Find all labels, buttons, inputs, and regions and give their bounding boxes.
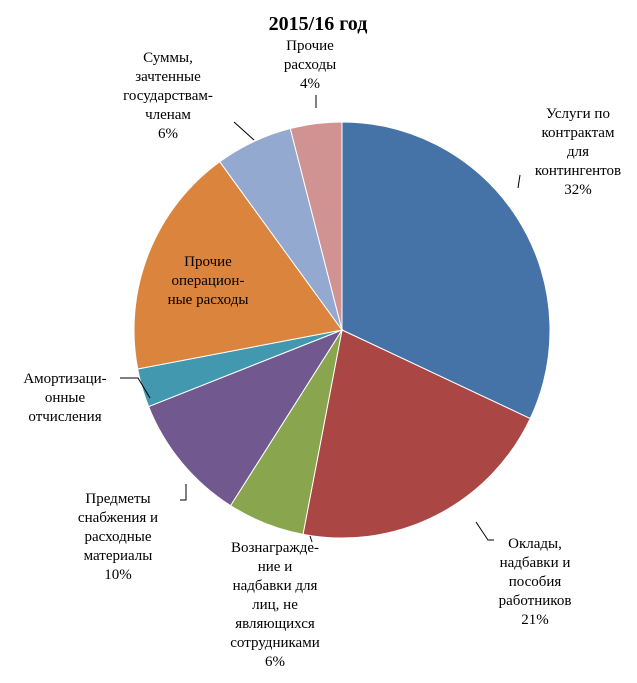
- pie-slice: [289, 121, 343, 331]
- leader-line: [475, 521, 494, 541]
- slice-label: Вознагражде-ние и надбавки для лиц, не явля…: [230, 540, 319, 651]
- value-label: 6%: [265, 654, 285, 670]
- leader-line: [233, 121, 255, 141]
- leader-line: [120, 377, 151, 399]
- leader-line: [180, 484, 187, 501]
- pie-slice: [147, 328, 344, 507]
- value-label: 21%: [521, 612, 549, 628]
- pie-slice: [302, 329, 531, 539]
- slice-label: Суммы, зачтенные государствам-членам: [123, 50, 213, 123]
- pie-slice: [341, 121, 551, 420]
- slice-label: Услуги по контрактам для контингентов: [535, 106, 621, 179]
- slice-label: Прочие расходы: [284, 38, 336, 73]
- slice-label: Предметы снабжения и расходные материалы: [78, 491, 158, 564]
- slice-label: Амортизаци-онные отчисления: [23, 371, 106, 425]
- leader-line: [517, 174, 521, 189]
- pie-slice: [133, 161, 343, 370]
- value-label: 10%: [104, 567, 132, 583]
- slice-label: Оклады, надбавки и пособия работников: [499, 536, 572, 609]
- value-label: 4%: [300, 76, 320, 92]
- value-label: 32%: [564, 182, 592, 198]
- slice-label: Прочие операцион-ные расходы: [168, 254, 249, 308]
- chart-title: 2015/16 год: [269, 13, 368, 35]
- leader-line: [309, 535, 313, 543]
- value-label: 6%: [158, 126, 178, 142]
